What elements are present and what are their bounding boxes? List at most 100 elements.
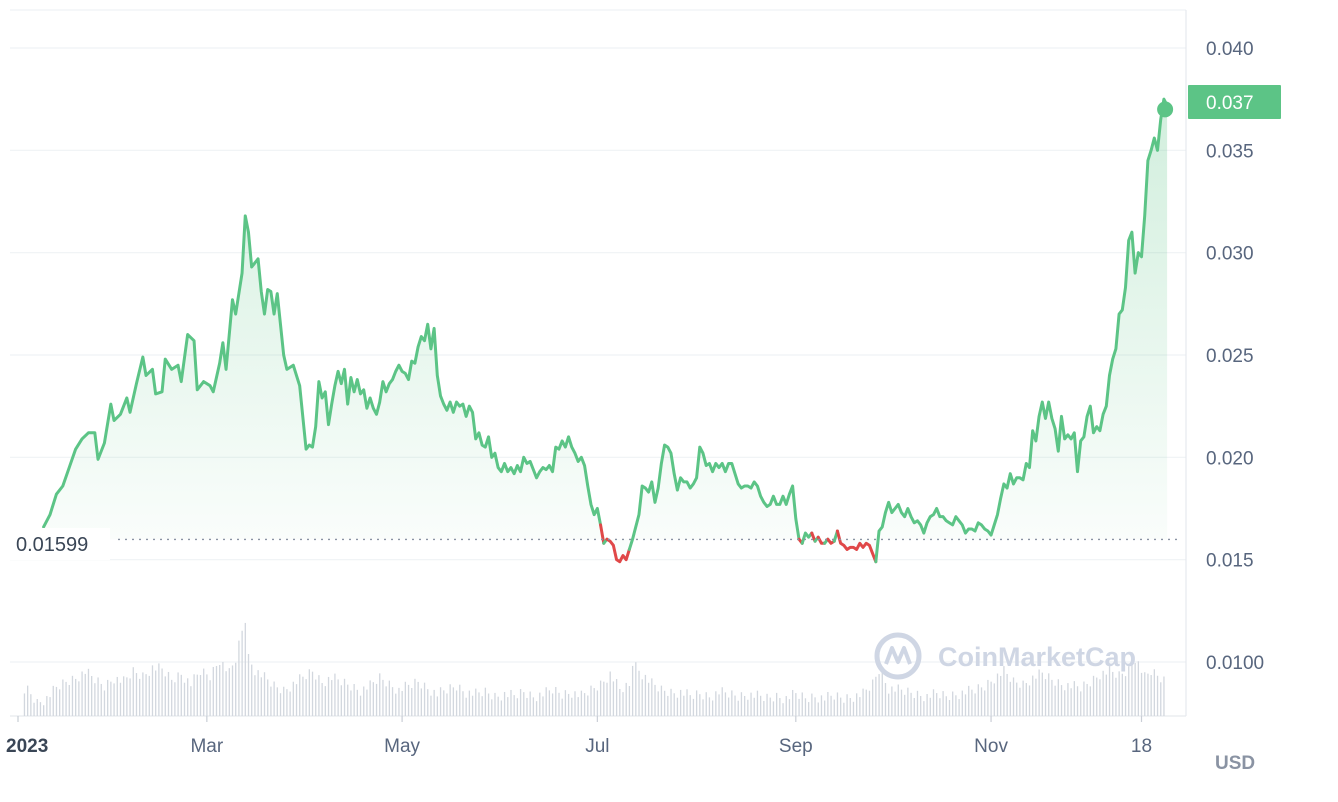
volume-bar	[97, 677, 99, 716]
volume-bar	[363, 686, 365, 716]
volume-bar	[1108, 666, 1111, 716]
volume-bar	[1060, 685, 1063, 716]
y-tick-label: 0.0100	[1206, 653, 1264, 674]
volume-bar	[817, 702, 819, 716]
volume-bar	[932, 689, 935, 716]
x-tick-label: May	[384, 736, 420, 757]
volume-bar	[673, 693, 675, 716]
volume-bar	[1006, 673, 1008, 716]
volume-bar	[414, 678, 416, 716]
volume-bar	[686, 689, 688, 716]
volume-bar	[1041, 672, 1043, 716]
volume-bar	[945, 696, 947, 716]
volume-bar	[558, 692, 560, 716]
volume-bar	[596, 690, 599, 716]
volume-bar	[647, 682, 650, 716]
volume-bar	[161, 668, 163, 716]
volume-bar	[612, 681, 615, 716]
volume-bar	[574, 691, 576, 716]
volume-bar	[980, 687, 983, 716]
volume-bar	[519, 689, 522, 716]
volume-bar	[1067, 683, 1069, 716]
current-price-text: 0.037	[1206, 93, 1254, 114]
volume-bar	[459, 684, 461, 716]
volume-bar	[532, 697, 535, 716]
volume-bar	[974, 693, 976, 716]
volume-bar	[103, 690, 106, 716]
volume-bar	[484, 687, 487, 716]
volume-bar	[411, 687, 413, 716]
volume-bar	[692, 698, 695, 716]
volume-bar	[1099, 679, 1101, 716]
volume-bar	[417, 681, 419, 716]
volume-bar	[430, 695, 432, 716]
volume-bar	[740, 692, 743, 716]
volume-bar	[766, 693, 768, 716]
volume-bar	[904, 694, 906, 716]
volume-bar	[891, 686, 893, 716]
volume-bar	[30, 694, 32, 716]
volume-bar	[1035, 678, 1037, 716]
volume-bar	[84, 673, 86, 716]
volume-bar	[75, 678, 77, 716]
volume-bar	[49, 697, 51, 716]
volume-bar	[327, 676, 330, 716]
volume-bar	[257, 670, 259, 716]
x-tick-label: 2023	[6, 736, 48, 757]
volume-bar	[235, 662, 237, 716]
volume-bar	[487, 693, 490, 716]
volume-bar	[1016, 682, 1018, 716]
volume-bar	[1044, 679, 1047, 716]
volume-bar	[510, 689, 512, 716]
volume-bar	[724, 692, 727, 716]
volume-bar	[1076, 686, 1079, 716]
volume-bar	[299, 674, 301, 716]
volume-bar	[231, 665, 234, 716]
volume-bar	[283, 686, 285, 716]
volume-bar	[1003, 666, 1005, 716]
volume-bar	[743, 695, 746, 716]
volume-bar	[468, 690, 471, 716]
volume-bar	[171, 679, 173, 716]
x-axis: 2023 Mar May Jul Sep Nov 18	[6, 716, 1152, 757]
volume-bar	[427, 689, 429, 716]
volume-bar	[884, 683, 887, 716]
volume-bar	[1112, 671, 1114, 716]
volume-bar	[651, 678, 653, 716]
volume-bar	[1086, 683, 1088, 716]
volume-bar	[126, 677, 128, 716]
volume-bar	[779, 698, 781, 716]
volume-bar	[382, 679, 384, 716]
volume-bar	[1051, 679, 1053, 716]
volume-bar	[158, 663, 160, 716]
volume-bar	[167, 671, 170, 716]
y-tick-label: 0.030	[1206, 244, 1254, 265]
volume-bar	[526, 697, 528, 716]
volume-bar	[308, 669, 310, 716]
volume-bar	[39, 702, 42, 716]
volume-bar	[379, 673, 381, 716]
volume-bar	[929, 697, 931, 716]
volume-bar	[475, 688, 477, 716]
volume-bar	[907, 687, 909, 716]
volume-bar	[971, 689, 973, 716]
volume-bar	[203, 668, 205, 716]
volume-bar	[260, 677, 262, 716]
volume-bar	[523, 692, 525, 716]
y-axis: 0.040 0.035 0.030 0.025 0.020 0.015 0.0100	[1206, 39, 1264, 674]
volume-bar	[503, 691, 506, 716]
volume-bar	[711, 700, 714, 716]
volume-bar	[78, 681, 80, 716]
volume-bar	[936, 693, 938, 716]
volume-bar	[727, 697, 730, 716]
volume-bar	[1009, 681, 1011, 716]
volume-bar	[881, 672, 883, 716]
volume-bar	[571, 697, 573, 716]
price-line-up-segment	[800, 531, 814, 545]
volume-bar	[1124, 676, 1127, 716]
volume-bar	[750, 692, 752, 716]
volume-bar	[1038, 669, 1040, 716]
volume-bar	[139, 678, 141, 716]
volume-bar	[177, 672, 179, 716]
